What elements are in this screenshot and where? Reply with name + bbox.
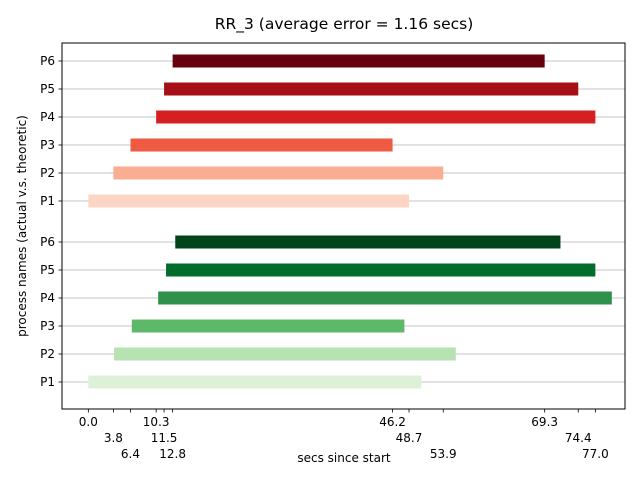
x-tick-label: 3.8 bbox=[104, 431, 123, 445]
gridlines bbox=[62, 60, 625, 383]
bar-actual-p3 bbox=[130, 138, 393, 152]
x-ticks: 0.0 3.8 6.4 10.3 11.5 12.8 46.2 48.7 53.9 69.3 74.… bbox=[79, 409, 609, 461]
chart-title: RR_3 (average error = 1.16 secs) bbox=[215, 15, 474, 34]
bars bbox=[88, 54, 612, 389]
y-ticks: P6 P5 P4 P3 P2 P1 P6 P5 P4 P3 P2 P1 bbox=[40, 54, 62, 389]
x-tick-label: 74.4 bbox=[565, 431, 592, 445]
x-tick-label: 77.0 bbox=[582, 447, 609, 461]
x-tick-label: 69.3 bbox=[531, 415, 558, 429]
y-tick-label: P3 bbox=[40, 138, 55, 152]
y-tick-label: P6 bbox=[40, 235, 55, 249]
x-tick-label: 46.2 bbox=[379, 415, 406, 429]
bar-actual-p4 bbox=[156, 110, 596, 124]
x-tick-label: 48.7 bbox=[396, 431, 423, 445]
bar-theoretic-p4 bbox=[158, 291, 612, 305]
y-tick-label: P1 bbox=[40, 375, 55, 389]
y-tick-label: P6 bbox=[40, 54, 55, 68]
y-tick-label: P3 bbox=[40, 319, 55, 333]
y-tick-label: P4 bbox=[40, 110, 55, 124]
bar-theoretic-p6 bbox=[175, 235, 561, 249]
y-axis-label: process names (actual v.s. theoretic) bbox=[15, 115, 29, 337]
y-tick-label: P1 bbox=[40, 194, 55, 208]
bar-actual-p6 bbox=[172, 54, 545, 68]
bar-actual-p5 bbox=[164, 82, 579, 96]
bar-theoretic-p2 bbox=[114, 347, 456, 361]
bar-theoretic-p3 bbox=[131, 319, 405, 333]
y-tick-label: P2 bbox=[40, 347, 55, 361]
x-tick-label: 0.0 bbox=[79, 415, 98, 429]
y-tick-label: P5 bbox=[40, 82, 55, 96]
x-axis-label: secs since start bbox=[297, 451, 391, 465]
bar-theoretic-p1 bbox=[88, 375, 422, 389]
bar-theoretic-p5 bbox=[166, 263, 596, 277]
x-tick-label: 53.9 bbox=[430, 447, 457, 461]
x-tick-label: 10.3 bbox=[143, 415, 170, 429]
x-tick-label: 11.5 bbox=[151, 431, 178, 445]
bar-actual-p1 bbox=[88, 194, 410, 208]
bar-actual-p2 bbox=[113, 166, 444, 180]
y-tick-label: P4 bbox=[40, 291, 55, 305]
x-tick-label: 12.8 bbox=[159, 447, 186, 461]
plot-frame bbox=[61, 42, 626, 410]
y-tick-label: P2 bbox=[40, 166, 55, 180]
x-tick-label: 6.4 bbox=[121, 447, 140, 461]
y-tick-label: P5 bbox=[40, 263, 55, 277]
